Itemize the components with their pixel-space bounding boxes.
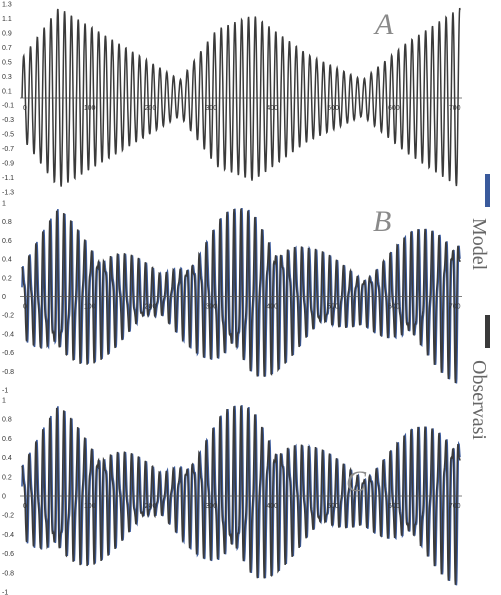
x-tick-label: 500 [327,304,339,311]
y-tick-label: -0.2 [2,313,14,320]
x-tick-label: 300 [206,304,218,311]
series-line-observasi [21,208,461,384]
series-line-model [21,405,461,586]
x-tick-label: 300 [206,105,218,112]
y-tick-label: 0.3 [2,74,12,81]
series-line-observasi [21,405,461,585]
y-tick-label: -0.9 [2,161,14,168]
y-tick-label: -0.4 [2,331,14,338]
series-line-model [21,207,461,384]
y-tick-label: 0.8 [2,417,12,424]
x-tick-label: 600 [388,105,400,112]
y-tick-label: -1 [2,388,8,395]
x-tick-label: 600 [388,503,400,510]
y-tick-label: 1.1 [2,16,12,23]
x-tick-label: 500 [327,503,339,510]
y-tick-label: 0.4 [2,257,12,264]
y-tick-label: 0.6 [2,238,12,245]
panel-label: A [373,8,394,41]
x-tick-label: 100 [84,503,96,510]
legend-swatch-model [485,174,490,207]
y-tick-label: -1.1 [2,175,14,182]
legend-label-observasi: Observasi [468,360,490,440]
x-tick-label: 500 [327,105,339,112]
y-tick-label: 1 [2,201,6,208]
y-tick-label: -0.1 [2,103,14,110]
y-tick-label: -0.6 [2,551,14,558]
panel-b: 1 0.8 0.6 0.4 0.2 0 -0.2 -0.4 -0.6 -0.8 -1 0 100 200 3… [2,201,462,395]
x-tick-label: 700 [449,503,461,510]
y-tick-label: -0.2 [2,513,14,520]
y-tick-label: 1.3 [2,2,12,9]
x-tick-label: 300 [206,503,218,510]
panel-label: C [346,465,367,498]
x-tick-label: 200 [145,304,157,311]
x-tick-label: 200 [145,503,157,510]
x-tick-label: 100 [84,105,96,112]
y-tick-label: 0 [2,494,6,501]
x-tick-label: 400 [266,503,278,510]
legend-label-model: Model [468,218,490,271]
x-tick-label: 600 [388,304,400,311]
y-tick-label: -0.8 [2,369,14,376]
x-tick-label: 400 [266,304,278,311]
y-tick-label: -0.3 [2,117,14,124]
y-tick-label: 1 [2,398,6,405]
y-tick-label: 0.5 [2,59,12,66]
y-tick-label: 0.8 [2,219,12,226]
y-tick-label: 0.2 [2,474,12,481]
x-tick-label: 400 [266,105,278,112]
legend: Model Observasi [468,174,490,440]
panel-c: 1 0.8 0.6 0.4 0.2 0 -0.2 -0.4 -0.6 -0.8 -1 0 100 200 3… [2,398,462,595]
x-tick-label: 100 [84,304,96,311]
y-tick-label: -0.4 [2,532,14,539]
y-tick-label: -0.8 [2,570,14,577]
x-tick-label: 0 [23,503,27,510]
y-tick-label: -1 [2,590,8,595]
y-tick-label: -0.5 [2,132,14,139]
y-tick-label: -0.7 [2,146,14,153]
x-tick-label: 0 [23,105,27,112]
series-line-observasi [21,7,461,187]
y-tick-label: 0.4 [2,455,12,462]
y-tick-label: 0.2 [2,275,12,282]
legend-swatch-observasi [485,315,490,348]
x-tick-label: 700 [449,105,461,112]
x-tick-label: 700 [449,304,461,311]
y-tick-label: -1.3 [2,190,14,197]
y-tick-label: 0.1 [2,88,12,95]
panel-label: B [373,205,391,238]
y-tick-label: 0.9 [2,30,12,37]
x-tick-label: 0 [23,304,27,311]
y-tick-label: 0.7 [2,45,12,52]
panel-a: 1.3 1.1 0.9 0.7 0.5 0.3 0.1 -0.1 -0.3 -0.5 -0.7 -0.… [2,2,462,197]
y-tick-label: 0.6 [2,436,12,443]
y-tick-label: -0.6 [2,350,14,357]
x-tick-label: 200 [145,105,157,112]
y-tick-label: 0 [2,294,6,301]
